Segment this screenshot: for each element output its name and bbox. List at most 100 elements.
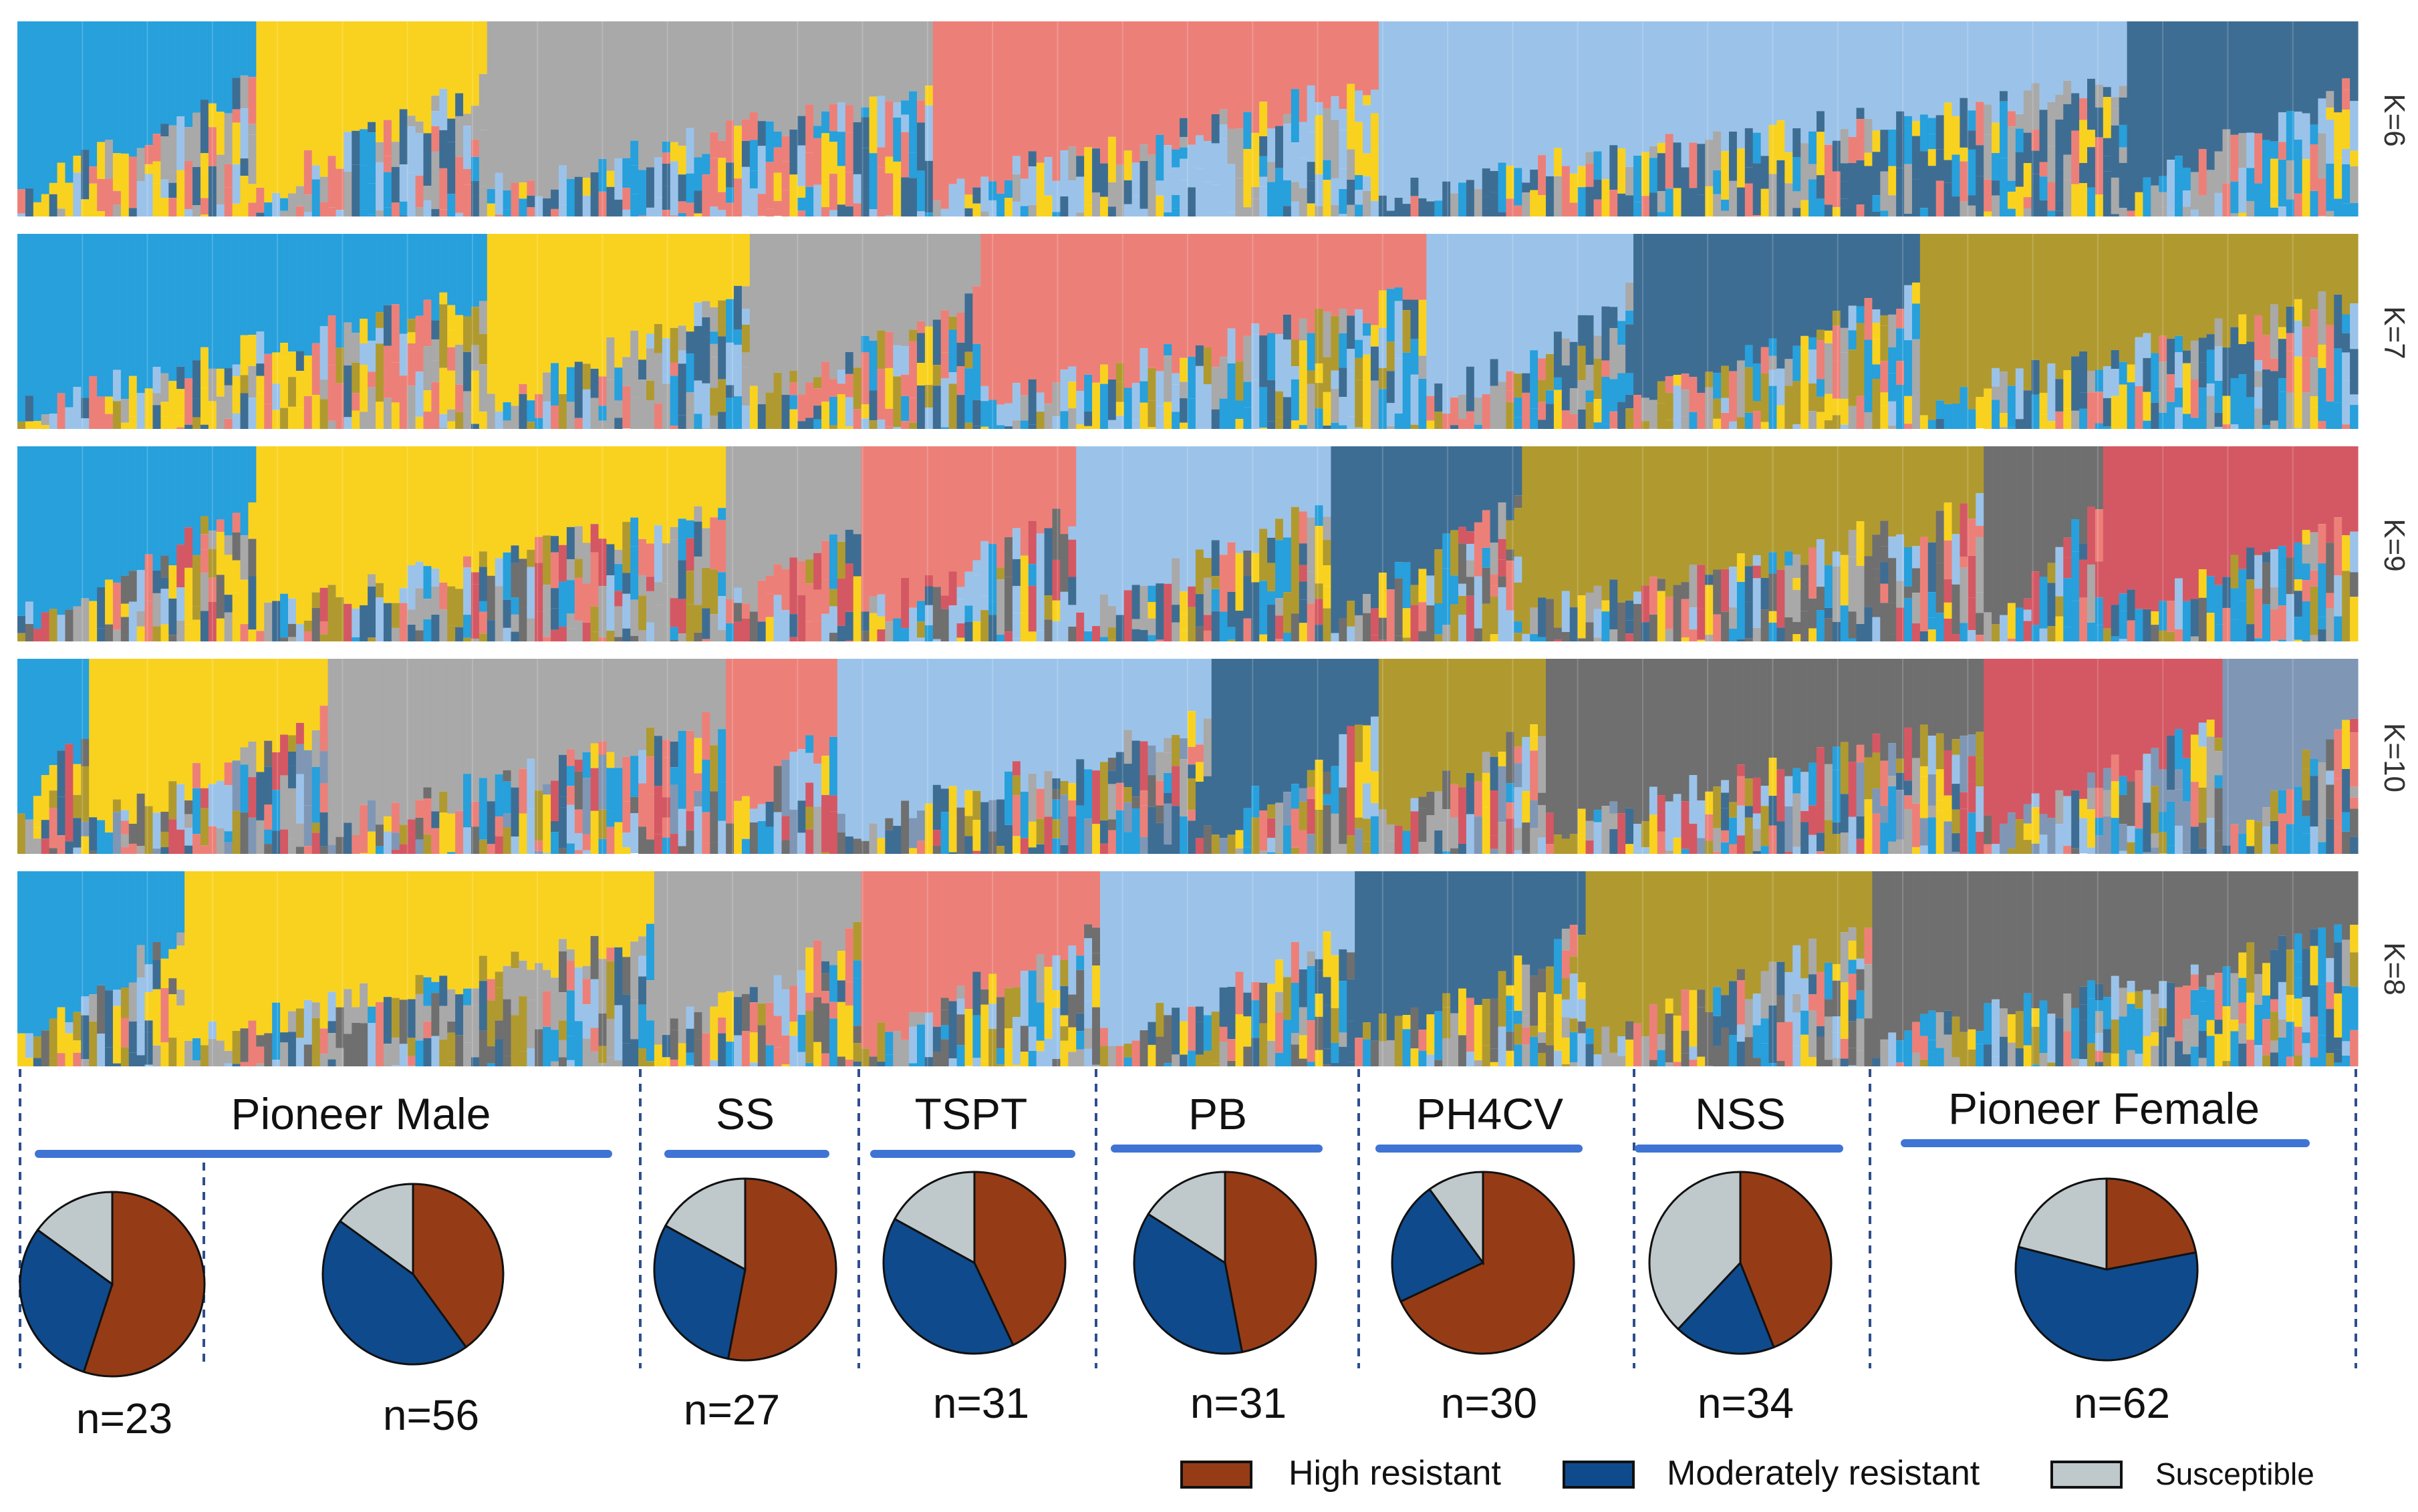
sample-bar-admix: [1219, 124, 1228, 139]
sample-bar-admix: [471, 801, 480, 827]
sample-bar-admix: [558, 754, 567, 797]
sample-bar-admix: [176, 545, 185, 588]
sample-bar-admix: [2111, 108, 2120, 126]
sample-bar-main: [184, 446, 193, 528]
sample-bar-admix: [2350, 202, 2359, 216]
sample-bar-admix: [1267, 605, 1276, 641]
sample-bar-admix: [1784, 565, 1793, 617]
sample-bar-admix: [2031, 625, 2040, 641]
sample-bar-admix: [33, 827, 42, 839]
sample-bar-admix: [2047, 818, 2056, 854]
sample-bar-admix: [335, 347, 344, 384]
sample-bar-main: [2254, 446, 2263, 555]
sample-bar-admix: [821, 541, 830, 580]
sample-bar-admix: [718, 1017, 726, 1034]
sample-bar-admix: [710, 307, 718, 332]
sample-bar-admix: [662, 625, 671, 641]
sample-bar-admix: [2350, 797, 2359, 809]
sample-bar-admix: [614, 606, 623, 637]
sample-bar-main: [853, 659, 862, 839]
sample-bar-main: [885, 21, 894, 102]
sample-bar-main: [2079, 446, 2088, 544]
sample-bar-admix: [1307, 132, 1316, 162]
sample-bar-admix: [1020, 791, 1029, 839]
sample-bar-admix: [670, 1030, 679, 1060]
sample-bar-admix: [479, 981, 488, 1031]
sample-bar-admix: [582, 850, 591, 854]
sample-bar-main: [1673, 659, 1682, 794]
sample-bar-main: [1792, 21, 1801, 128]
sample-bar-admix: [439, 130, 448, 168]
sample-bar-admix: [1307, 834, 1316, 854]
sample-bar-admix: [2159, 812, 2167, 833]
sample-bar-admix: [1259, 810, 1268, 851]
sample-bar-admix: [2278, 790, 2287, 814]
sample-bar-admix: [2286, 392, 2295, 429]
sample-bar-admix: [2342, 380, 2350, 425]
sample-bar-main: [303, 234, 313, 356]
sample-bar-main: [463, 446, 472, 557]
sample-bar-admix: [1721, 398, 1730, 413]
sample-bar-admix: [1275, 417, 1284, 429]
sample-bar-admix: [1927, 420, 1937, 429]
sample-bar-admix: [757, 804, 767, 821]
sample-bar-admix: [2047, 210, 2056, 216]
sample-bar-admix: [1848, 638, 1857, 641]
sample-bar-admix: [287, 1032, 297, 1066]
sample-bar-main: [1099, 659, 1109, 762]
sample-bar-admix: [2079, 559, 2088, 598]
sample-bar-admix: [495, 836, 504, 854]
sample-bar-main: [773, 21, 783, 132]
sample-bar-admix: [1315, 363, 1324, 384]
sample-bar-admix: [749, 611, 759, 641]
sample-bar-admix: [2318, 367, 2326, 421]
sample-bar-admix: [2350, 732, 2359, 787]
sample-bar-admix: [1012, 761, 1021, 776]
sample-bar-admix: [670, 142, 679, 162]
sample-bar-admix: [2198, 787, 2207, 823]
sample-bar-admix: [511, 968, 520, 1016]
sample-bar-admix: [2302, 563, 2311, 581]
sample-bar-admix: [1768, 573, 1778, 611]
sample-bar-admix: [789, 1022, 798, 1036]
sample-bar-admix: [168, 598, 177, 635]
sample-bar-main: [136, 234, 146, 394]
sample-bar-admix: [1211, 540, 1220, 577]
sample-bar-admix: [2342, 90, 2350, 110]
sample-bar-admix: [749, 808, 759, 823]
sample-bar-admix: [2214, 775, 2224, 788]
sample-bar-main: [726, 659, 734, 824]
sample-bar-main: [1919, 659, 1929, 725]
sample-bar-admix: [964, 621, 973, 641]
sample-bar-main: [1561, 446, 1571, 591]
sample-bar-main: [112, 234, 122, 370]
sample-bar-admix: [1952, 584, 1961, 635]
sample-bar-admix: [2127, 620, 2136, 641]
sample-bar-admix: [1904, 340, 1913, 396]
sample-bar-admix: [431, 339, 440, 361]
sample-bar-admix: [1123, 150, 1133, 180]
sample-bar-admix: [128, 156, 138, 208]
sample-bar-main: [495, 871, 504, 972]
sample-bar-admix: [1880, 130, 1889, 172]
sample-bar-admix: [773, 564, 783, 595]
sample-bar-admix: [216, 396, 225, 429]
sample-bar-admix: [1728, 371, 1738, 422]
sample-bar-admix: [232, 203, 241, 216]
sample-bar-main: [152, 871, 162, 943]
sample-bar-admix: [495, 988, 504, 1021]
sample-bar-admix: [232, 560, 241, 593]
sample-bar-admix: [1347, 601, 1355, 627]
sample-bar-main: [2135, 659, 2143, 771]
sample-bar-admix: [1768, 552, 1778, 574]
sample-bar-admix: [519, 213, 527, 216]
sample-bar-main: [1872, 21, 1881, 131]
sample-bar-admix: [1235, 553, 1244, 611]
sample-bar-admix: [964, 208, 973, 216]
sample-bar-admix: [829, 534, 838, 589]
sample-bar-main: [566, 871, 575, 949]
sample-bar-admix: [2294, 391, 2303, 428]
sample-bar-admix: [1115, 363, 1125, 382]
sample-bar-main: [160, 234, 169, 373]
sample-bar-admix: [176, 170, 185, 216]
